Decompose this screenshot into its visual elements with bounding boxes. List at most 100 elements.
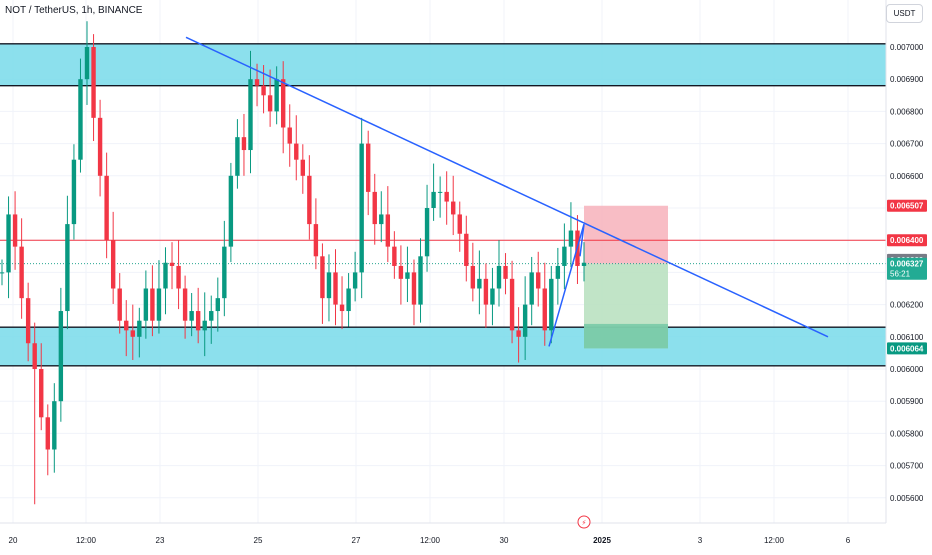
candle-body[interactable] [97, 117, 103, 176]
price-tick-label: 0.005700 [890, 462, 924, 471]
candle-body[interactable] [392, 246, 397, 266]
candle-body[interactable] [189, 311, 194, 321]
candle-body[interactable] [104, 175, 109, 241]
candle-body[interactable] [457, 214, 462, 234]
candle-body[interactable] [411, 272, 417, 305]
resistance-zone[interactable] [0, 43, 886, 86]
candle-body[interactable] [542, 288, 547, 331]
candle-body[interactable] [405, 272, 410, 279]
candle-body[interactable] [503, 265, 508, 279]
candle-body[interactable] [490, 288, 495, 305]
candle-body[interactable] [424, 208, 430, 257]
candle-body[interactable] [359, 143, 364, 273]
candle-body[interactable] [261, 85, 266, 96]
risk-area[interactable] [584, 205, 668, 264]
candle-body[interactable] [562, 246, 567, 266]
candle-body[interactable] [0, 272, 5, 274]
candle-body[interactable] [379, 214, 384, 225]
candle-body[interactable] [156, 288, 162, 321]
candle-body[interactable] [339, 304, 345, 312]
candle-body[interactable] [235, 137, 240, 176]
candle-body[interactable] [431, 191, 436, 208]
candle-body[interactable] [509, 278, 515, 331]
candle-body[interactable] [71, 159, 77, 225]
candle-body[interactable] [451, 201, 456, 215]
event-flash-icon[interactable] [577, 515, 591, 529]
candle-body[interactable] [418, 256, 423, 305]
candle-body[interactable] [130, 330, 135, 337]
candle-body[interactable] [536, 272, 541, 289]
candle-body[interactable] [222, 246, 227, 299]
candle-body[interactable] [45, 417, 50, 450]
candle-body[interactable] [19, 246, 24, 299]
candle-body[interactable] [294, 143, 299, 160]
candle-body[interactable] [287, 127, 292, 144]
support-zone[interactable] [0, 327, 886, 366]
candle-body[interactable] [202, 320, 207, 331]
candle-body[interactable] [39, 369, 44, 418]
candle-body[interactable] [110, 240, 116, 289]
candle-body[interactable] [483, 278, 489, 305]
candle-body[interactable] [366, 143, 371, 192]
candle-body[interactable] [464, 233, 469, 266]
candle-body[interactable] [307, 175, 312, 225]
candle-body[interactable] [477, 278, 482, 289]
candle-body[interactable] [176, 265, 181, 289]
candle-body[interactable] [313, 224, 319, 257]
candle-body[interactable] [437, 191, 443, 193]
candle-body[interactable] [25, 298, 31, 344]
candle-body[interactable] [117, 288, 122, 321]
candle-body[interactable] [248, 79, 253, 151]
candle-body[interactable] [326, 272, 332, 299]
candle-body[interactable] [169, 262, 175, 266]
price-tick-label: 0.005800 [890, 429, 924, 438]
candle-body[interactable] [267, 95, 273, 112]
candle-body[interactable] [137, 320, 142, 337]
candle-body[interactable] [470, 265, 476, 289]
candle-body[interactable] [444, 191, 449, 202]
candle-body[interactable] [52, 401, 57, 450]
candle-body[interactable] [254, 79, 260, 86]
candle-body[interactable] [65, 224, 70, 312]
candle-body[interactable] [143, 288, 149, 321]
candle-body[interactable] [529, 272, 534, 305]
candle-body[interactable] [274, 79, 279, 112]
candle-body[interactable] [549, 278, 554, 331]
candle-body[interactable] [215, 298, 220, 312]
candle-body[interactable] [163, 262, 168, 289]
candle-body[interactable] [555, 265, 561, 279]
candle-body[interactable] [522, 304, 528, 337]
rising-trendline[interactable] [548, 223, 585, 347]
candle-body[interactable] [241, 137, 247, 151]
candle-body[interactable] [385, 214, 391, 247]
candle-body[interactable] [228, 175, 234, 247]
candle-body[interactable] [209, 311, 214, 321]
candle-body[interactable] [32, 343, 37, 369]
currency-button[interactable]: USDT [886, 4, 923, 23]
candle-body[interactable] [352, 272, 358, 289]
candle-body[interactable] [84, 47, 90, 80]
candle-body[interactable] [12, 214, 18, 247]
candle-body[interactable] [280, 79, 286, 128]
candle-body[interactable] [195, 311, 201, 331]
candle-body[interactable] [150, 288, 155, 321]
candle-body[interactable] [182, 288, 188, 321]
candle-body[interactable] [581, 262, 587, 266]
candle-body[interactable] [78, 79, 83, 160]
candle-body[interactable] [516, 330, 521, 337]
candle-body[interactable] [372, 191, 377, 225]
candle-body[interactable] [346, 288, 351, 312]
candle-body[interactable] [496, 265, 502, 289]
candle-body[interactable] [300, 159, 306, 176]
candle-body[interactable] [91, 47, 96, 118]
candle-body[interactable] [124, 320, 129, 331]
candle-body[interactable] [333, 272, 338, 305]
candle-body[interactable] [320, 256, 325, 299]
candle-body[interactable] [58, 311, 64, 402]
candle-body[interactable] [6, 214, 11, 273]
candle-body[interactable] [568, 230, 574, 247]
candle-body[interactable] [398, 265, 404, 279]
descending-trendline[interactable] [185, 36, 829, 338]
